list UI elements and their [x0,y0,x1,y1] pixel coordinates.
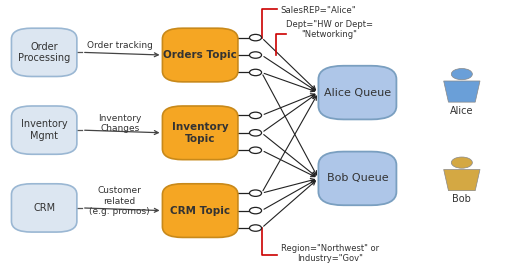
Text: CRM: CRM [33,203,55,213]
Circle shape [249,52,261,58]
Circle shape [249,207,261,214]
Text: Dept="HW or Dept=
"Networking": Dept="HW or Dept= "Networking" [285,20,372,39]
FancyBboxPatch shape [162,28,237,82]
Text: Region="Northwest" or
Industry="Gov": Region="Northwest" or Industry="Gov" [280,244,378,263]
FancyBboxPatch shape [12,28,77,76]
Text: SalesREP="Alice": SalesREP="Alice" [280,6,356,15]
Polygon shape [443,169,479,191]
Circle shape [249,69,261,76]
Text: Inventory
Changes: Inventory Changes [98,114,141,133]
Text: CRM Topic: CRM Topic [170,206,230,216]
Text: Customer
related
(e.g. promos): Customer related (e.g. promos) [89,186,149,216]
Text: Order tracking: Order tracking [86,41,153,50]
Text: Alice Queue: Alice Queue [323,88,390,98]
FancyBboxPatch shape [162,106,237,160]
Text: Order
Processing: Order Processing [18,41,70,63]
Circle shape [249,112,261,119]
Circle shape [249,130,261,136]
Text: Inventory
Mgmt: Inventory Mgmt [21,119,67,141]
FancyBboxPatch shape [162,184,237,237]
Text: Alice: Alice [449,106,473,116]
Circle shape [249,34,261,41]
Text: Orders Topic: Orders Topic [163,50,237,60]
Circle shape [249,147,261,153]
Circle shape [249,225,261,231]
Text: Bob Queue: Bob Queue [326,173,387,183]
Text: Inventory
Topic: Inventory Topic [172,122,228,144]
FancyBboxPatch shape [12,184,77,232]
FancyBboxPatch shape [318,66,395,120]
Circle shape [450,69,472,80]
FancyBboxPatch shape [12,106,77,154]
FancyBboxPatch shape [318,151,395,205]
Text: Bob: Bob [451,194,470,204]
Polygon shape [443,81,479,102]
Circle shape [450,157,472,168]
Circle shape [249,190,261,196]
